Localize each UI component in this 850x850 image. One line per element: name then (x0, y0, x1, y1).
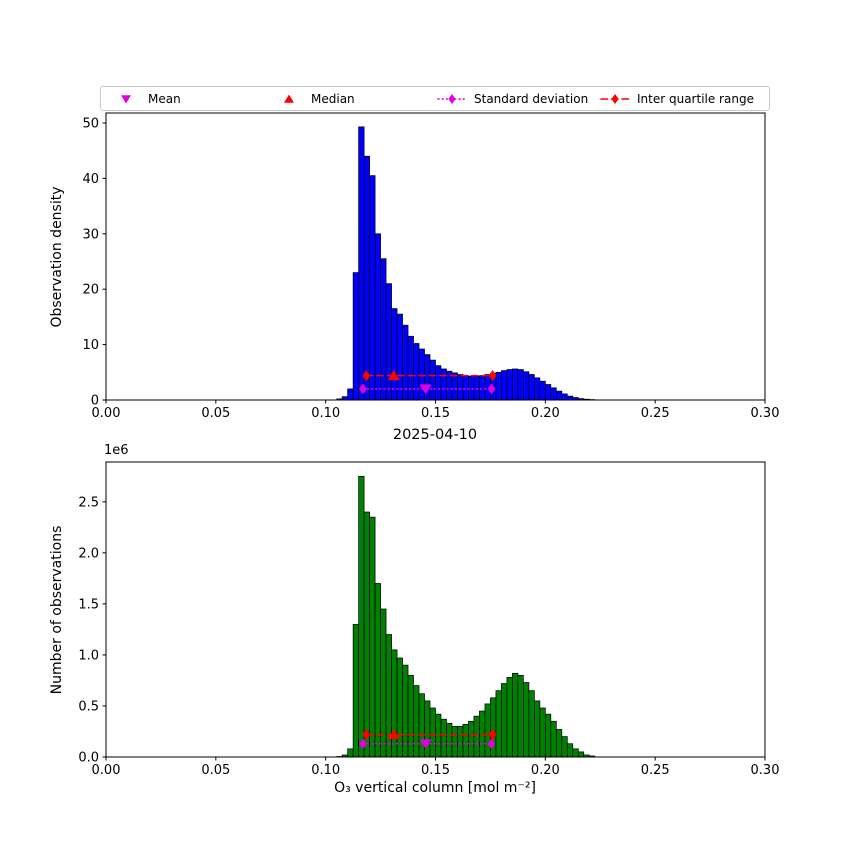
bottom-chart-title: 2025-04-10 (392, 427, 478, 443)
x-tick-label: 0.20 (531, 406, 560, 421)
x-axis-label: O₃ vertical column [mol m⁻²] (334, 780, 536, 796)
diamond-icon (598, 92, 632, 106)
stats-overlay (359, 729, 497, 750)
y-tick-label: 50 (82, 116, 99, 131)
x-tick-label: 0.15 (421, 406, 450, 421)
y-tick-label: 30 (82, 227, 99, 242)
bottom-y-axis-label: Number of observations (49, 525, 65, 695)
y-tick-label: 2.5 (78, 495, 99, 510)
y-tick-label: 2.0 (78, 546, 99, 561)
legend-item-mean: Mean (109, 92, 272, 106)
x-tick-label: 0.15 (421, 763, 450, 778)
triangle-down-icon (109, 92, 143, 106)
y-tick-label: 10 (82, 338, 99, 353)
y-tick-label: 1.0 (78, 648, 99, 663)
legend-item-inter-quartile-range: Inter quartile range (598, 92, 761, 106)
y-tick-label: 1.5 (78, 597, 99, 612)
diamond-icon (435, 92, 469, 106)
histogram-bars (336, 475, 596, 758)
x-tick-label: 0.20 (531, 763, 560, 778)
subplot-1: 0.00 0.05 0.10 0.15 0.20 0.25 0.30 0.0 0.5 1.0 1.5… (78, 461, 780, 778)
x-tick-label: 0.00 (92, 763, 121, 778)
legend-item-median: Median (272, 92, 435, 106)
x-tick-label: 0.25 (641, 763, 670, 778)
y-tick-label: 0.5 (78, 699, 99, 714)
x-tick-label: 0.05 (201, 406, 230, 421)
y-tick-label: 0.0 (78, 751, 99, 766)
x-tick-label: 0.30 (751, 406, 780, 421)
legend-label: Mean (148, 91, 181, 106)
legend-label: Median (311, 91, 355, 106)
legend-item-standard-deviation: Standard deviation (435, 92, 598, 106)
x-tick-label: 0.30 (751, 763, 780, 778)
x-tick-label: 0.10 (311, 406, 340, 421)
legend-label: Standard deviation (474, 91, 589, 106)
x-tick-label: 0.05 (201, 763, 230, 778)
x-tick-label: 0.00 (92, 406, 121, 421)
subplot-0: 0.00 0.05 0.10 0.15 0.20 0.25 0.30 0 10 20 30 40 50 (82, 112, 780, 421)
legend-label: Inter quartile range (637, 91, 754, 106)
stats-overlay (359, 370, 497, 395)
legend: Mean Median Standard deviation Inter quarti… (100, 86, 770, 111)
y-tick-label: 0 (91, 394, 99, 409)
x-tick-label: 0.25 (641, 406, 670, 421)
triangle-up-icon (272, 92, 306, 106)
y-tick-label: 40 (82, 172, 99, 187)
y-axis-offset-label: 1e6 (104, 443, 129, 458)
top-y-axis-label: Observation density (49, 186, 65, 328)
histogram-bars (336, 126, 596, 401)
axes-frame (105, 112, 766, 401)
y-tick-label: 20 (82, 283, 99, 298)
x-tick-label: 0.10 (311, 763, 340, 778)
